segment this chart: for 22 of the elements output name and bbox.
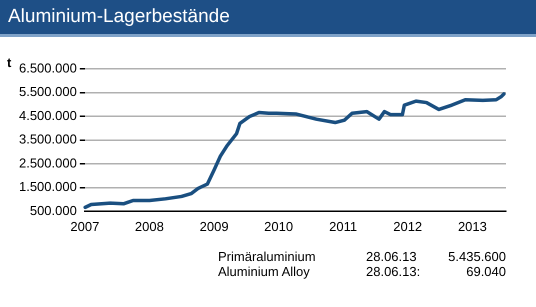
y-axis-title: t xyxy=(7,55,12,70)
text: Aluminium Alloy xyxy=(218,264,311,279)
chart-title: Aluminium-Lagerbestände xyxy=(8,6,230,28)
y-tick-label: 3.500.000 xyxy=(18,132,77,147)
text: Primäraluminium xyxy=(218,249,317,264)
text: 28.06.13: xyxy=(365,264,422,279)
x-tick-label: 2012 xyxy=(393,218,422,234)
y-tick-label: 500.000 xyxy=(30,202,77,218)
x-tick-label: 2009 xyxy=(200,218,229,234)
x-tick-label: 2013 xyxy=(458,218,487,234)
y-tick-label: 5.500.000 xyxy=(18,84,77,100)
y-tick-label: 1.500.000 xyxy=(18,179,77,194)
x-tick-label: 2010 xyxy=(264,218,294,234)
x-tick-label: 2007 xyxy=(70,218,100,234)
y-tick-label: 2.500.000 xyxy=(18,155,77,170)
text: 69.040 xyxy=(465,264,506,279)
x-tick-label: 2011 xyxy=(329,218,358,234)
y-tick-label: 6.500.000 xyxy=(18,60,77,76)
text: 5.435.600 xyxy=(447,249,506,264)
y-tick-label: 4.500.000 xyxy=(18,108,77,123)
x-tick-label: 2008 xyxy=(134,218,164,234)
text: 28.06.13 xyxy=(365,249,418,264)
